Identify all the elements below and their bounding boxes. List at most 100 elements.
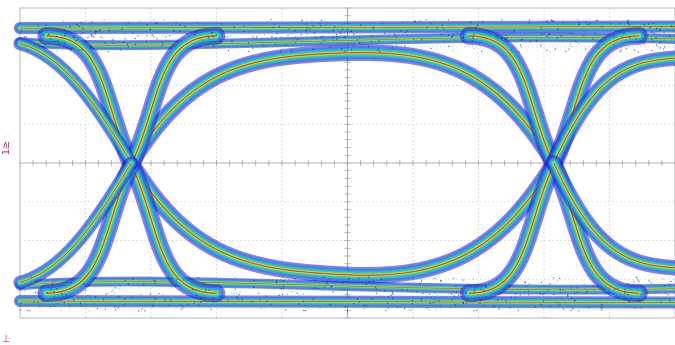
noise-dot: [498, 308, 500, 310]
noise-dot: [90, 46, 92, 48]
noise-dot: [659, 47, 661, 49]
noise-dot: [156, 38, 158, 40]
noise-dot: [560, 291, 562, 294]
noise-dot: [317, 287, 319, 289]
noise-dot: [356, 298, 359, 300]
noise-dot: [239, 291, 241, 293]
noise-dot: [73, 289, 75, 291]
noise-dot: [51, 295, 53, 297]
noise-dot: [168, 304, 170, 307]
noise-dot: [90, 33, 92, 36]
noise-dot: [398, 283, 400, 285]
noise-dot: [200, 297, 202, 299]
noise-dot: [211, 35, 213, 37]
noise-dot: [248, 42, 250, 44]
noise-dot: [197, 276, 199, 279]
noise-dot: [330, 286, 332, 288]
noise-dot: [485, 44, 487, 46]
noise-dot: [233, 292, 235, 294]
noise-dot: [472, 36, 474, 38]
noise-dot: [70, 48, 73, 50]
noise-dot: [384, 32, 386, 35]
noise-dot: [93, 36, 95, 38]
noise-dot: [559, 288, 561, 290]
noise-dot: [638, 280, 640, 282]
noise-dot: [662, 278, 664, 280]
noise-dot: [375, 288, 377, 290]
noise-dot: [634, 49, 636, 51]
noise-dot: [130, 32, 132, 34]
noise-dot: [322, 289, 324, 291]
noise-dot: [303, 309, 305, 312]
noise-dot: [503, 288, 505, 290]
trace-head-low: [19, 162, 132, 283]
noise-dot: [587, 23, 589, 26]
noise-dot: [491, 35, 493, 37]
noise-dot: [581, 36, 583, 38]
noise-dot: [453, 295, 455, 297]
noise-dot: [53, 296, 55, 298]
noise-dot: [488, 288, 490, 291]
noise-dot: [127, 283, 130, 285]
noise-dot: [234, 277, 236, 279]
noise-dot: [655, 27, 658, 30]
noise-dot: [648, 280, 650, 282]
noise-dot: [283, 285, 285, 287]
noise-dot: [394, 33, 396, 35]
noise-dot: [297, 39, 299, 41]
noise-dot: [567, 295, 569, 297]
noise-dot: [507, 284, 509, 286]
noise-dot: [387, 296, 389, 298]
noise-dot: [278, 294, 280, 296]
noise-dot: [368, 281, 370, 283]
noise-dot: [137, 35, 139, 37]
noise-dot: [170, 299, 172, 302]
noise-dot: [643, 35, 645, 37]
noise-dot: [87, 37, 89, 39]
noise-dot: [20, 309, 22, 311]
noise-dot: [65, 294, 67, 296]
noise-dot: [100, 36, 102, 38]
noise-dot: [556, 301, 558, 304]
noise-dot: [198, 304, 200, 306]
noise-dot: [123, 41, 125, 43]
trace-low-outer: [19, 300, 675, 303]
noise-dot: [114, 308, 117, 310]
noise-dot: [474, 38, 476, 40]
noise-dot: [372, 26, 375, 28]
noise-dot: [411, 300, 414, 302]
noise-dot: [351, 49, 353, 51]
noise-dot: [114, 306, 116, 308]
noise-dot: [620, 31, 622, 33]
noise-dot: [436, 27, 438, 29]
noise-dot: [377, 49, 379, 51]
noise-dot: [176, 278, 178, 281]
noise-dot: [640, 293, 642, 295]
noise-dot: [42, 299, 44, 301]
noise-dot: [45, 24, 47, 26]
noise-dot: [524, 295, 526, 297]
noise-dot: [665, 292, 667, 294]
noise-dot: [344, 36, 346, 38]
noise-dot: [199, 290, 202, 292]
noise-dot: [605, 290, 608, 292]
noise-dot: [69, 305, 71, 307]
noise-dot: [607, 292, 610, 294]
noise-dot: [553, 277, 555, 279]
noise-dot: [183, 279, 185, 281]
trace-tail-low: [553, 162, 675, 269]
noise-dot: [398, 285, 401, 287]
noise-dot: [320, 20, 323, 22]
noise-dot: [505, 38, 507, 40]
noise-dot: [146, 35, 148, 37]
noise-dot: [501, 298, 503, 300]
noise-dot: [665, 51, 667, 53]
noise-dot: [311, 20, 313, 22]
trace-head-high: [19, 43, 132, 164]
noise-dot: [27, 49, 29, 51]
noise-dot: [121, 28, 123, 30]
noise-dot: [350, 30, 352, 32]
noise-dot: [425, 307, 427, 309]
noise-dot: [669, 300, 671, 302]
noise-dot: [91, 46, 93, 48]
